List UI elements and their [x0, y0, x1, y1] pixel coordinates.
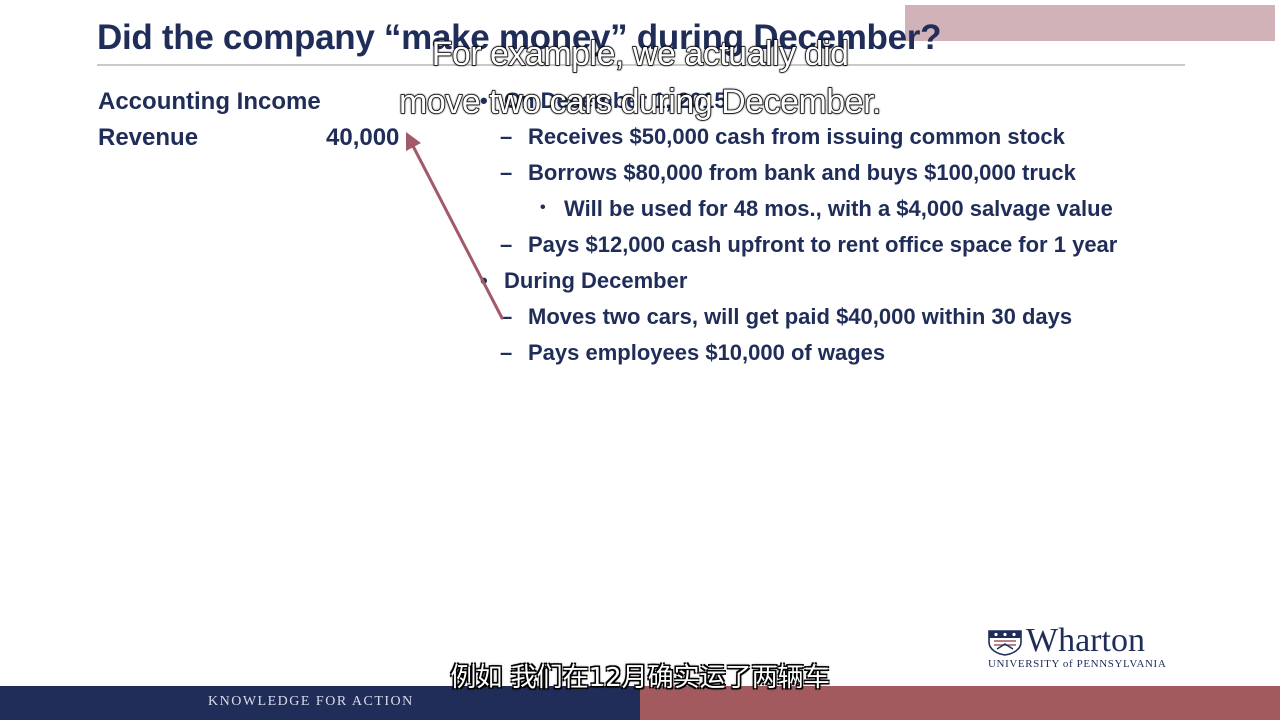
footer-right-band [640, 686, 1280, 720]
bullet-text: Will be used for 48 mos., with a $4,000 … [564, 196, 1113, 221]
bullet-marker: – [500, 124, 513, 149]
accounting-income-heading: Accounting Income [98, 88, 321, 115]
english-subtitle-line-1: For example, we actually did [431, 34, 850, 73]
footer-tagline: KNOWLEDGE FOR ACTION [208, 694, 414, 709]
footer-left-band: KNOWLEDGE FOR ACTION [0, 686, 640, 720]
bullet-text: Pays employees $10,000 of wages [528, 340, 886, 365]
bullet-text: Moves two cars, will get paid $40,000 wi… [528, 304, 1073, 329]
bullet-text: Borrows $80,000 from bank and buys $100,… [528, 160, 1076, 185]
chinese-subtitle: 例如 我们在12月确实运了两辆车 [450, 663, 830, 693]
slide-title: Did the company “make money” during Dece… [97, 18, 942, 57]
bullet-text: During December [504, 268, 688, 293]
bullet-text: On December 1, 2015 [504, 88, 727, 113]
revenue-label: Revenue [98, 124, 199, 151]
bullet-text: Pays $12,000 cash upfront to rent office… [528, 232, 1118, 257]
wharton-logo: Wharton UNIVERSITY of PENNSYLVANIA [988, 622, 1193, 672]
penn-shield-icon [988, 630, 1022, 656]
logo-wordmark: Wharton [1026, 622, 1145, 659]
bullet-marker: – [500, 160, 513, 185]
logo-subtitle: UNIVERSITY of PENNSYLVANIA [988, 658, 1167, 670]
english-subtitle: For example, we actually did move two ca… [0, 30, 1280, 126]
title-divider [97, 64, 1185, 66]
channel-watermark [905, 5, 1275, 41]
english-subtitle-line-2: move two cars during December. [398, 82, 882, 121]
revenue-value: 40,000 [326, 124, 400, 151]
bullet-marker: – [500, 232, 513, 257]
footer-bar: KNOWLEDGE FOR ACTION [0, 686, 1280, 720]
bullet-marker: – [500, 304, 513, 329]
bullet-marker: • [540, 199, 546, 216]
bullet-marker: • [480, 88, 488, 113]
bullet-text: Receives $50,000 cash from issuing commo… [528, 124, 1065, 149]
bullet-marker: – [500, 340, 513, 365]
